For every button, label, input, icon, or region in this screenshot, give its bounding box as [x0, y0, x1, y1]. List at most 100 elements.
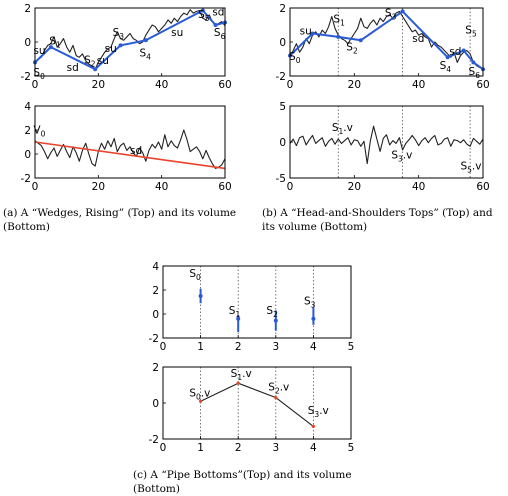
- segment-point: [445, 55, 450, 60]
- y-tick-label: 2: [24, 125, 31, 137]
- x-tick-label: 5: [348, 442, 355, 454]
- x-tick-label: 20: [92, 79, 105, 91]
- x-tick-label: 60: [476, 79, 489, 91]
- y-tick-label: 4: [152, 261, 159, 273]
- series-price: [289, 10, 484, 70]
- segment-point: [118, 43, 123, 48]
- annotation-label: S0: [189, 268, 201, 282]
- axes-frame: [289, 105, 484, 179]
- pipe-point: [198, 294, 203, 298]
- x-tick-label: 20: [348, 79, 361, 91]
- x-tick-label: 1: [197, 442, 204, 454]
- segment-point: [461, 48, 466, 53]
- x-tick-label: 2: [235, 341, 242, 353]
- annotation-label: S0: [289, 51, 301, 65]
- y-tick-label: -2: [276, 71, 286, 83]
- x-tick-label: 3: [272, 442, 279, 454]
- x-tick-label: 40: [155, 181, 168, 193]
- segment-point: [200, 8, 205, 13]
- volume-point: [311, 424, 315, 428]
- x-tick-label: 40: [412, 181, 425, 193]
- series-trend: [34, 141, 226, 170]
- annotation-label: S2: [266, 305, 278, 319]
- x-tick-label: 40: [155, 79, 168, 91]
- y-tick-label: -5: [276, 173, 286, 185]
- y-tick-label: 0: [24, 37, 31, 49]
- y-tick-label: 4: [24, 101, 31, 113]
- series-segment: [289, 10, 484, 71]
- x-tick-label: 60: [218, 79, 231, 91]
- y-tick-label: 5: [279, 101, 286, 113]
- x-tick-label: 5: [348, 341, 355, 353]
- y-tick-label: -2: [149, 434, 159, 446]
- y-tick-label: -2: [21, 71, 31, 83]
- y-tick-label: 2: [152, 362, 159, 374]
- x-tick-label: 2: [235, 442, 242, 454]
- x-tick-label: 3: [272, 341, 279, 353]
- annotation-label: S6: [469, 66, 481, 80]
- annotation-label: S1.v: [231, 368, 252, 382]
- annotation-label: S2: [84, 54, 96, 68]
- x-tick-label: 0: [160, 341, 167, 353]
- segment-point: [400, 9, 405, 14]
- annotation-label: S4: [140, 47, 152, 61]
- y-tick-label: -2: [149, 333, 159, 345]
- series-price: [289, 125, 484, 165]
- y-tick-label: 2: [24, 3, 31, 15]
- annotation-label: S4: [440, 60, 452, 74]
- y-tick-label: 0: [24, 149, 31, 161]
- y-tick-label: 0: [279, 37, 286, 49]
- series-price: [200, 382, 314, 427]
- caption-b: (b) A “Head-and-Shoulders Tops” (Top) an…: [262, 207, 493, 233]
- annotation-label: S5: [465, 25, 477, 39]
- annotation-label: su: [97, 55, 109, 67]
- volume-point: [274, 396, 278, 400]
- annotation-label: su: [171, 27, 183, 39]
- y-tick-label: 0: [279, 137, 286, 149]
- axes-frame: [34, 105, 226, 179]
- x-tick-label: 60: [476, 181, 489, 193]
- pipe-point: [311, 316, 316, 321]
- annotation-label: S6: [214, 27, 226, 41]
- x-tick-label: 40: [412, 79, 425, 91]
- x-tick-label: 0: [287, 181, 294, 193]
- annotation-label: S1: [333, 13, 345, 27]
- annotation-label: S3.v: [308, 405, 329, 419]
- segment-point: [93, 67, 98, 72]
- annotation-label: S5: [198, 9, 210, 23]
- axes-frame: [162, 265, 352, 339]
- annotation-label: S5.v: [460, 160, 481, 174]
- volume-point: [199, 399, 203, 403]
- caption-a: (a) A “Wedges, Rising” (Top) and its vol…: [3, 207, 237, 233]
- annotation-label: sd: [130, 145, 142, 157]
- axes-frame: [34, 7, 226, 77]
- series-segment: [34, 9, 226, 71]
- y-tick-label: 2: [152, 285, 159, 297]
- x-tick-label: 0: [32, 79, 39, 91]
- axes-frame: [162, 366, 352, 440]
- pipe-point: [273, 318, 278, 323]
- annotation-label: su: [300, 25, 312, 37]
- y-tick-label: -2: [21, 173, 31, 185]
- series-price: [34, 129, 226, 169]
- annotation-label: su: [33, 45, 45, 57]
- segment-point: [471, 60, 476, 65]
- segment-point: [310, 31, 315, 36]
- annotation-label: sd: [67, 62, 79, 74]
- y-tick-label: 2: [279, 3, 286, 15]
- y-tick-label: 0: [152, 309, 159, 321]
- annotation-label: S1: [49, 36, 61, 50]
- segment-point: [143, 38, 148, 43]
- annotation-label: S3: [304, 295, 316, 309]
- x-tick-label: 1: [197, 341, 204, 353]
- annotation-label: su: [105, 43, 117, 55]
- x-tick-label: 0: [160, 442, 167, 454]
- x-tick-label: 0: [287, 79, 294, 91]
- x-tick-label: 4: [310, 442, 317, 454]
